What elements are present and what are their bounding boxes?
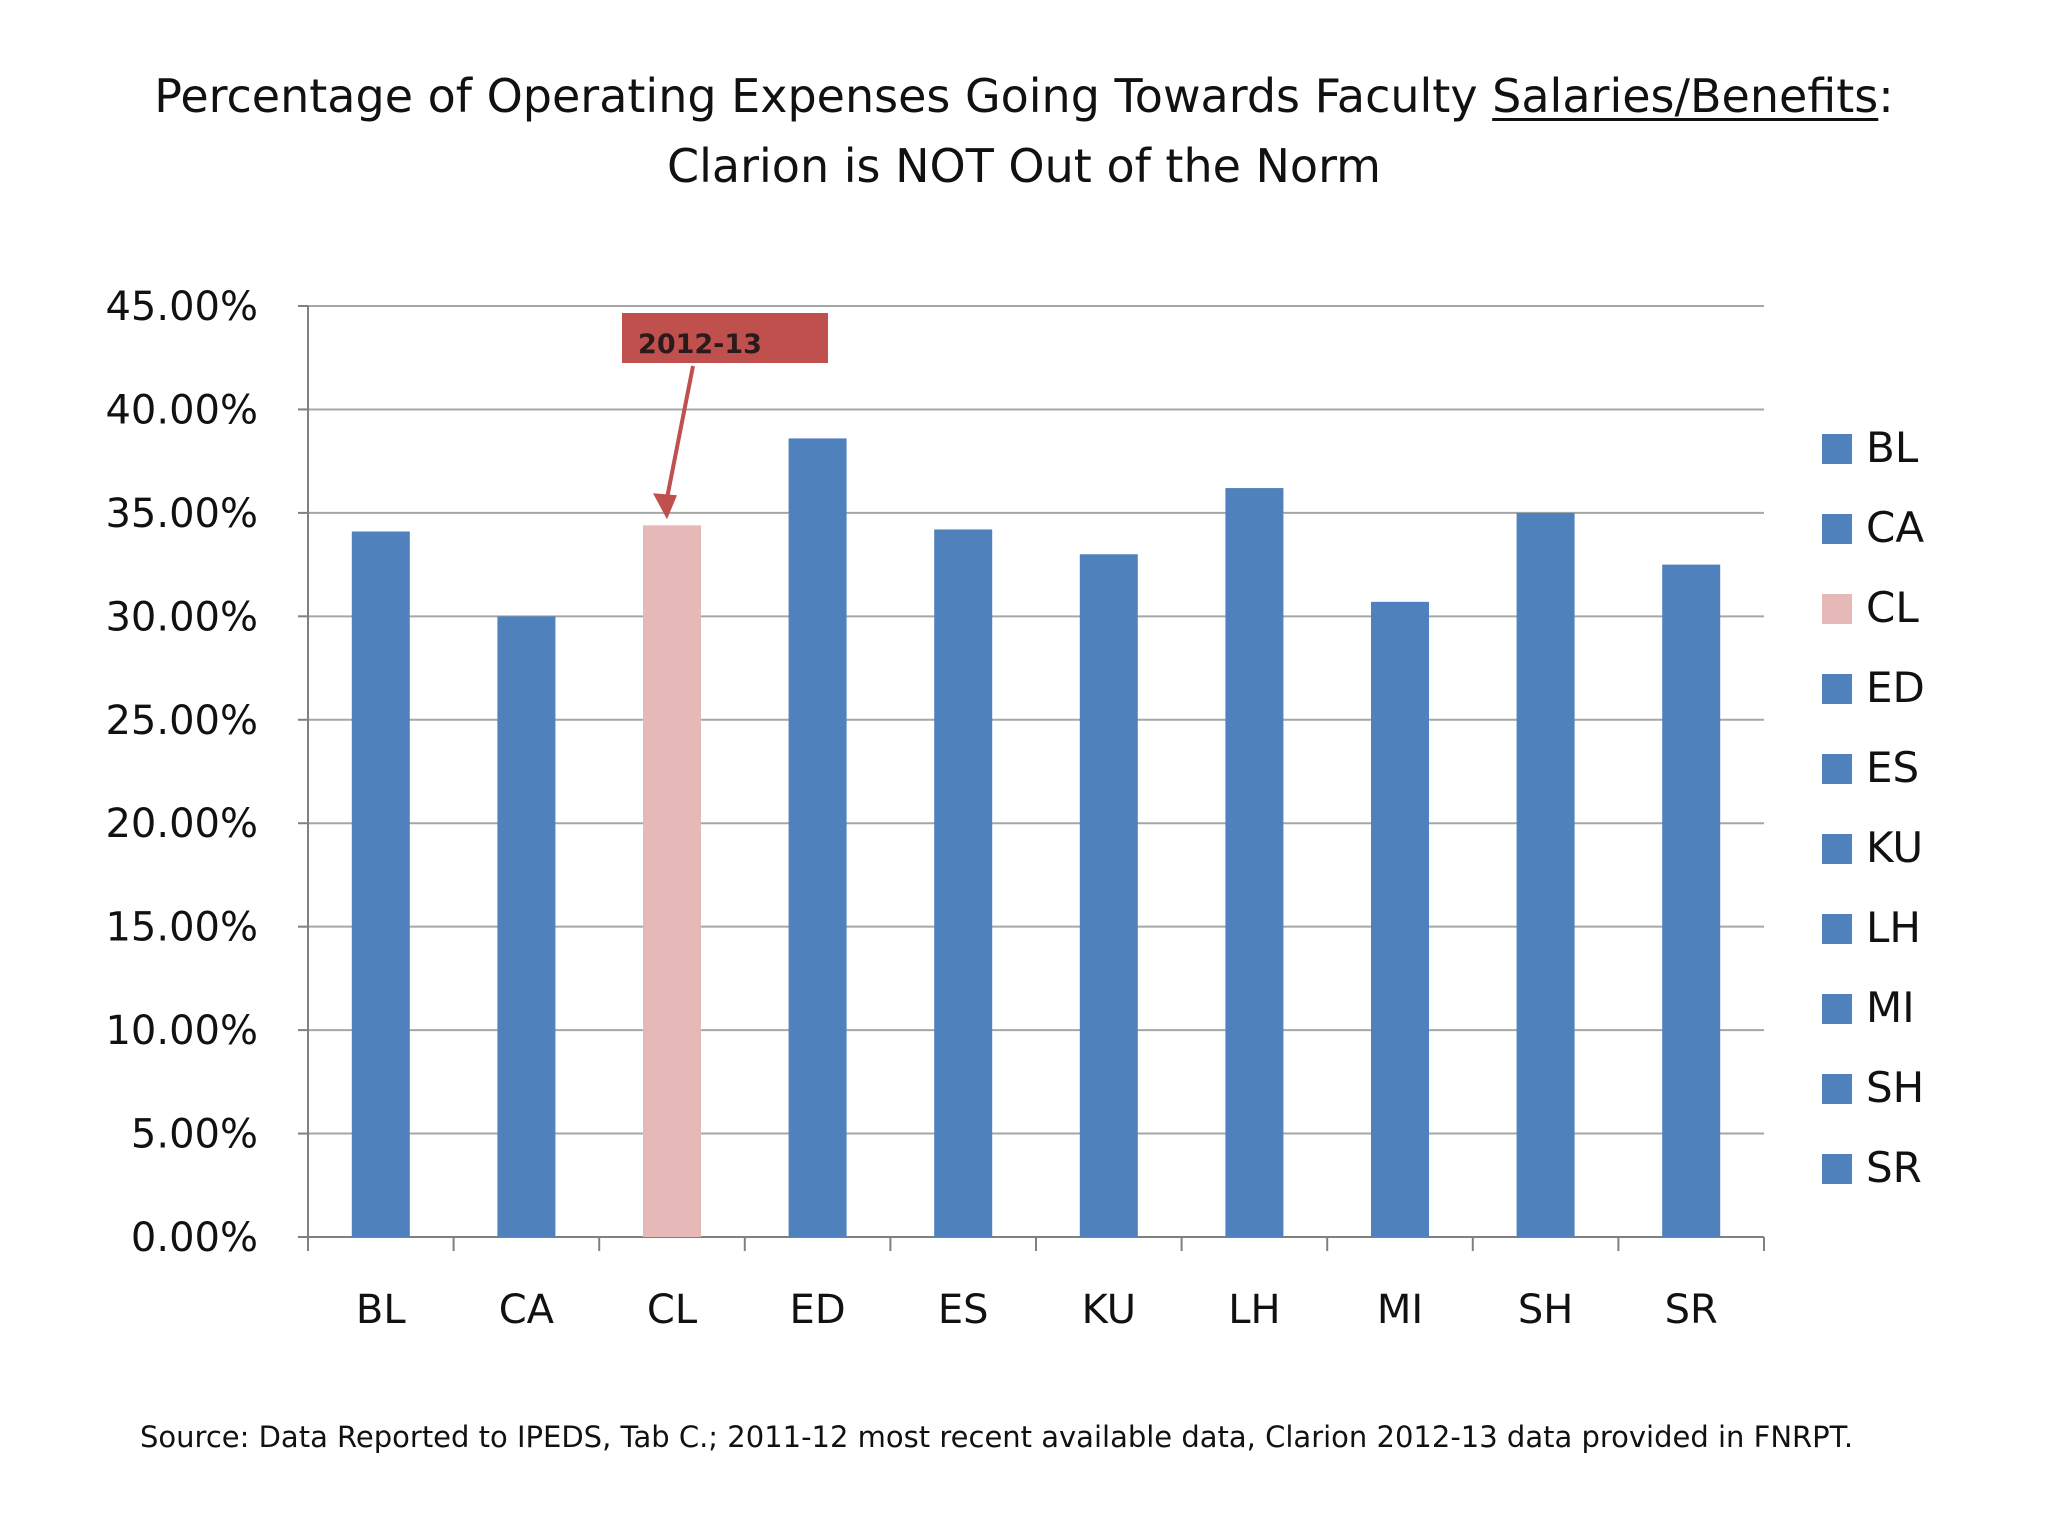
legend-label-es: ES	[1866, 743, 1919, 792]
legend-label-lh: LH	[1866, 903, 1921, 952]
legend-swatch-sh	[1822, 1074, 1852, 1104]
y-tick-label: 40.00%	[105, 387, 258, 433]
x-tick-label: ES	[938, 1287, 989, 1333]
legend-label-ed: ED	[1866, 663, 1925, 712]
chart-title-prefix: Percentage of Operating Expenses Going T…	[154, 69, 1493, 123]
y-tick-label: 10.00%	[105, 1008, 258, 1054]
legend-label-ca: CA	[1866, 503, 1924, 552]
legend-swatch-ku	[1822, 834, 1852, 864]
bar-es	[934, 529, 993, 1237]
bar-sr	[1662, 564, 1721, 1237]
x-tick-label: CA	[499, 1287, 555, 1333]
bar-ku	[1079, 554, 1138, 1237]
bar-ed	[788, 438, 847, 1237]
x-tick-label: BL	[356, 1287, 406, 1333]
bar-cl	[643, 525, 701, 1237]
legend-label-ku: KU	[1866, 823, 1923, 872]
bar-mi	[1371, 601, 1429, 1237]
x-tick-label: ED	[790, 1287, 846, 1333]
y-tick-label: 30.00%	[105, 594, 258, 640]
x-tick-label: SH	[1518, 1287, 1573, 1333]
chart-title-line1: Percentage of Operating Expenses Going T…	[0, 62, 2048, 130]
x-tick-label: KU	[1082, 1287, 1136, 1333]
bar-lh	[1225, 488, 1284, 1237]
y-tick-label: 20.00%	[105, 801, 258, 847]
chart-title-line2: Clarion is NOT Out of the Norm	[667, 139, 1381, 193]
annotation-arrowhead	[653, 493, 677, 520]
bar-ca	[497, 616, 556, 1237]
legend-swatch-sr	[1822, 1154, 1852, 1184]
legend-swatch-mi	[1822, 994, 1852, 1024]
annotation-arrow	[664, 365, 695, 504]
y-tick-label: 0.00%	[131, 1215, 258, 1261]
annotation-box	[622, 313, 828, 363]
chart-title-underlined: Salaries/Benefits	[1492, 69, 1879, 123]
annotation-label: 2012-13	[638, 329, 762, 360]
x-tick-label: MI	[1377, 1287, 1423, 1333]
legend-label-mi: MI	[1866, 983, 1915, 1032]
legend-label-bl: BL	[1866, 423, 1919, 472]
legend-swatch-ca	[1822, 514, 1852, 544]
x-tick-label: CL	[647, 1287, 698, 1333]
legend-swatch-es	[1822, 754, 1852, 784]
chart-title-suffix: :	[1878, 69, 1894, 123]
legend-label-sh: SH	[1866, 1063, 1924, 1112]
legend-swatch-bl	[1822, 434, 1852, 464]
legend-swatch-ed	[1822, 674, 1852, 704]
legend-label-sr: SR	[1866, 1143, 1922, 1192]
y-tick-label: 5.00%	[131, 1112, 258, 1158]
bar-sh	[1516, 512, 1575, 1237]
y-tick-label: 25.00%	[105, 698, 258, 744]
x-tick-label: SR	[1665, 1287, 1718, 1333]
y-tick-label: 15.00%	[105, 905, 258, 951]
source-note: Source: Data Reported to IPEDS, Tab C.; …	[140, 1420, 1854, 1454]
legend-swatch-cl	[1822, 594, 1852, 624]
y-tick-label: 45.00%	[105, 284, 258, 330]
bar-bl	[351, 531, 410, 1237]
y-tick-label: 35.00%	[105, 491, 258, 537]
x-tick-label: LH	[1228, 1287, 1280, 1333]
legend-swatch-lh	[1822, 914, 1852, 944]
legend-label-cl: CL	[1866, 583, 1919, 632]
